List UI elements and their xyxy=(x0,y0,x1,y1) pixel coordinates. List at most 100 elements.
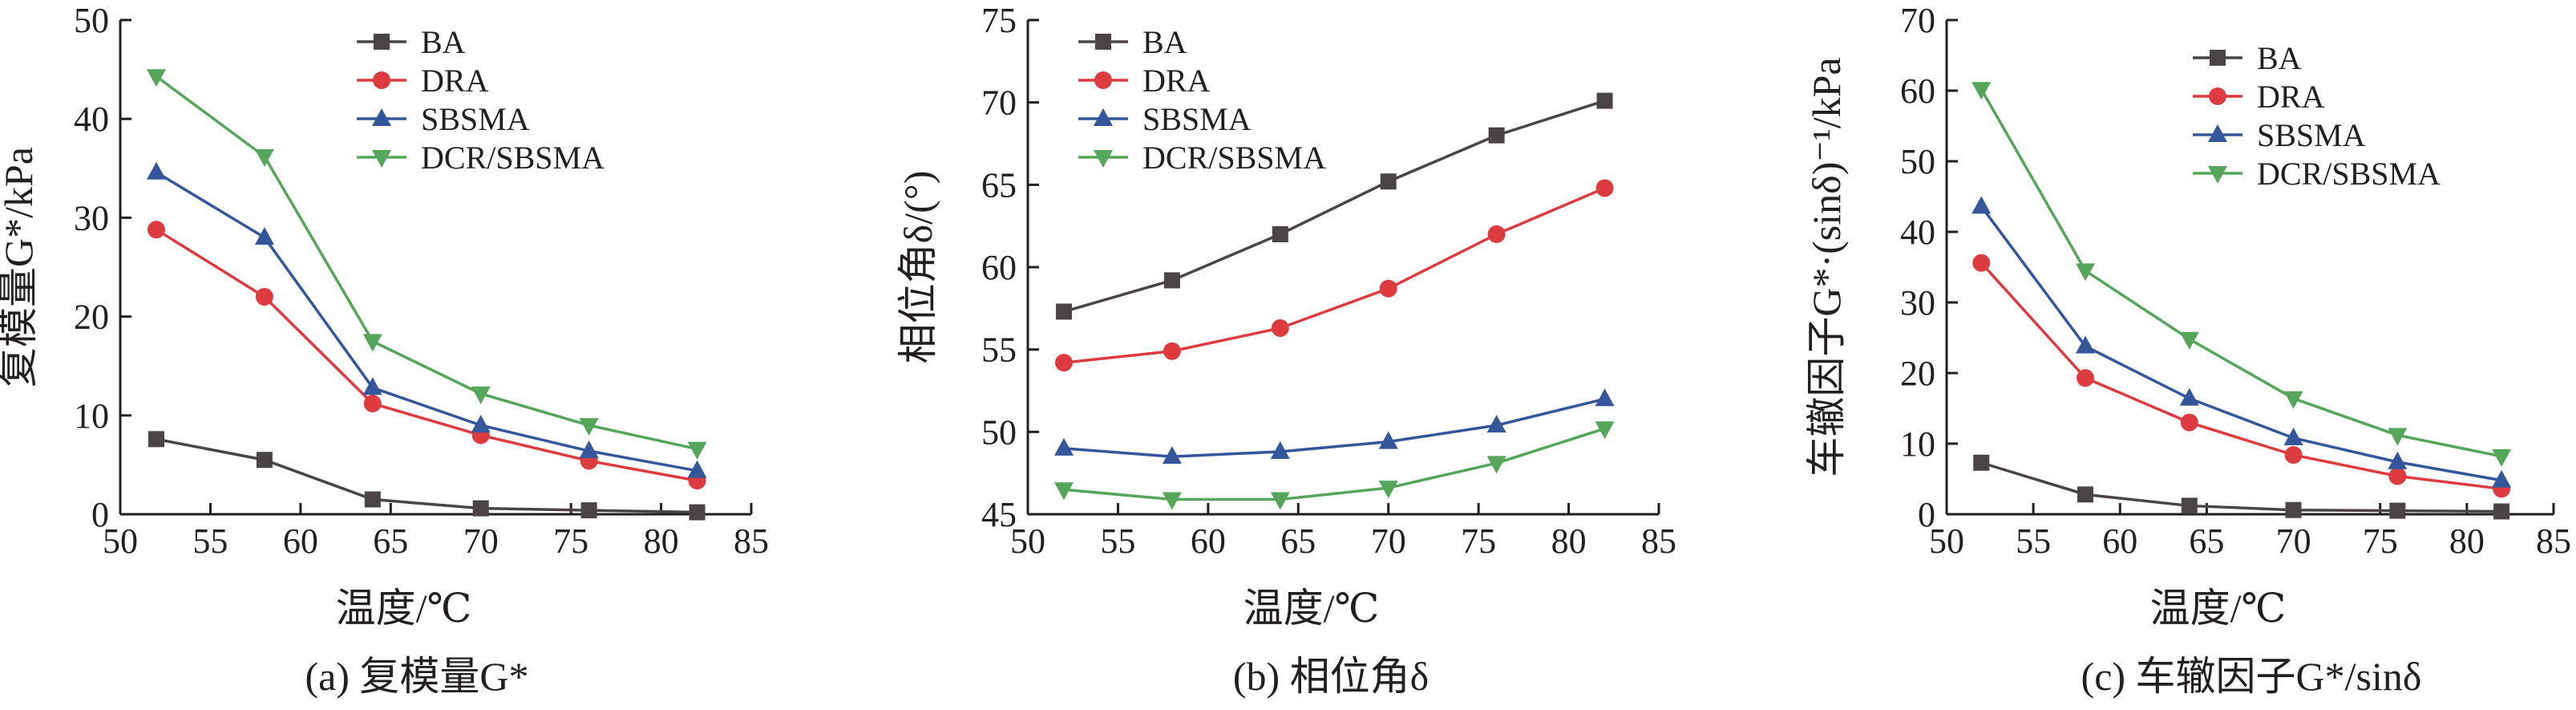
legend-entry: DCR/SBSMA xyxy=(357,140,605,176)
data-point xyxy=(256,452,273,469)
data-point xyxy=(2283,391,2303,409)
y-tick-label: 40 xyxy=(74,99,109,139)
legend-entry: DRA xyxy=(357,63,489,99)
data-point xyxy=(254,227,274,245)
y-tick-label: 55 xyxy=(981,331,1017,370)
data-point xyxy=(1163,272,1180,289)
data-point xyxy=(1379,279,1397,298)
data-point xyxy=(1162,446,1182,465)
data-point xyxy=(1973,454,1990,471)
data-point xyxy=(1595,179,1614,197)
data-point xyxy=(1972,254,1991,272)
x-tick-label: 65 xyxy=(1280,521,1316,561)
legend-marker xyxy=(1094,108,1113,126)
data-point xyxy=(2388,451,2408,469)
y-tick-label: 30 xyxy=(1900,283,1935,323)
legend-entry: BA xyxy=(1078,24,1187,60)
series-dra xyxy=(1972,254,2511,498)
legend-label: DRA xyxy=(1142,63,1211,99)
legend-label: DCR/SBSMA xyxy=(1142,140,1326,176)
series-ba xyxy=(1055,92,1613,320)
x-tick-label: 85 xyxy=(1641,521,1676,561)
x-tick-label: 60 xyxy=(2102,521,2137,561)
y-tick-label: 50 xyxy=(74,1,109,40)
legend-marker xyxy=(1094,150,1113,168)
y-tick-label: 10 xyxy=(1900,424,1935,464)
data-point xyxy=(2179,387,2199,406)
panel-caption: (a) 复模量G* xyxy=(305,654,528,699)
data-point xyxy=(472,500,489,517)
y-tick-label: 45 xyxy=(981,495,1017,534)
x-tick-label: 65 xyxy=(373,521,408,561)
y-tick-label: 50 xyxy=(981,412,1017,452)
legend-entry: DCR/SBSMA xyxy=(2193,156,2441,192)
data-point xyxy=(2284,446,2303,465)
y-tick-label: 60 xyxy=(981,248,1017,287)
series-line xyxy=(1063,427,1606,501)
data-point xyxy=(1595,388,1615,407)
legend-label: DRA xyxy=(2257,79,2325,115)
legend-marker xyxy=(373,71,390,89)
x-tick-label: 75 xyxy=(2363,521,2398,561)
x-tick-label: 55 xyxy=(2016,521,2051,561)
x-tick-label: 85 xyxy=(734,521,769,561)
x-tick-label: 55 xyxy=(1100,521,1135,561)
series-sbsma xyxy=(146,161,707,478)
y-tick-label: 0 xyxy=(91,495,109,534)
data-point xyxy=(1487,225,1506,243)
x-tick-label: 55 xyxy=(192,521,228,561)
series-line xyxy=(156,228,698,482)
data-point xyxy=(1053,437,1074,456)
data-point xyxy=(1378,481,1398,499)
series-dcr-sbsma xyxy=(146,69,707,460)
chart-panel-2: 50 55 60 65 70 75 80 8545505560657075温度/℃相位角δ/(… xyxy=(896,1,1676,699)
series-line xyxy=(1063,397,1605,458)
y-tick-label: 40 xyxy=(1900,213,1935,252)
y-tick-label: 70 xyxy=(1900,1,1935,40)
legend-entry: DCR/SBSMA xyxy=(1078,140,1326,176)
y-tick-label: 20 xyxy=(1900,354,1935,393)
x-tick-label: 50 xyxy=(1010,521,1045,561)
legend-label: SBSMA xyxy=(2257,117,2366,153)
series-dra xyxy=(147,221,706,490)
legend-marker xyxy=(374,34,390,50)
y-tick-label: 10 xyxy=(74,396,109,436)
data-point xyxy=(2493,503,2510,520)
data-point xyxy=(1486,415,1506,433)
data-point xyxy=(687,441,707,460)
legend-entry: BA xyxy=(357,24,466,60)
legend-marker xyxy=(2210,50,2226,66)
data-point xyxy=(2492,469,2512,488)
series-dra xyxy=(1054,179,1614,372)
series-dcr-sbsma xyxy=(1971,82,2512,467)
y-tick-label: 60 xyxy=(1900,71,1935,111)
data-point xyxy=(1162,492,1182,510)
data-point xyxy=(146,69,166,87)
data-point xyxy=(1272,225,1288,242)
legend-label: DCR/SBSMA xyxy=(421,140,605,176)
y-tick-label: 30 xyxy=(74,198,109,237)
data-point xyxy=(364,491,381,508)
x-tick-label: 70 xyxy=(1371,521,1406,561)
data-point xyxy=(2180,413,2198,432)
data-point xyxy=(2389,502,2406,519)
data-point xyxy=(689,504,706,521)
y-tick-label: 0 xyxy=(1918,495,1935,534)
data-point xyxy=(254,149,274,168)
series-sbsma xyxy=(1053,388,1615,465)
x-tick-label: 75 xyxy=(1461,521,1496,561)
x-tick-label: 60 xyxy=(283,521,318,561)
data-point xyxy=(147,221,165,239)
data-point xyxy=(2388,467,2407,485)
legend-marker xyxy=(2208,166,2227,184)
data-point xyxy=(2492,448,2512,467)
x-tick-label: 75 xyxy=(553,521,588,561)
y-tick-label: 75 xyxy=(981,1,1017,40)
x-tick-label: 70 xyxy=(2276,521,2311,561)
data-point xyxy=(1055,303,1072,320)
data-point xyxy=(1971,82,1992,100)
legend-entry: SBSMA xyxy=(2193,117,2366,153)
legend-label: BA xyxy=(421,24,466,60)
legend-entry: SBSMA xyxy=(357,101,530,137)
